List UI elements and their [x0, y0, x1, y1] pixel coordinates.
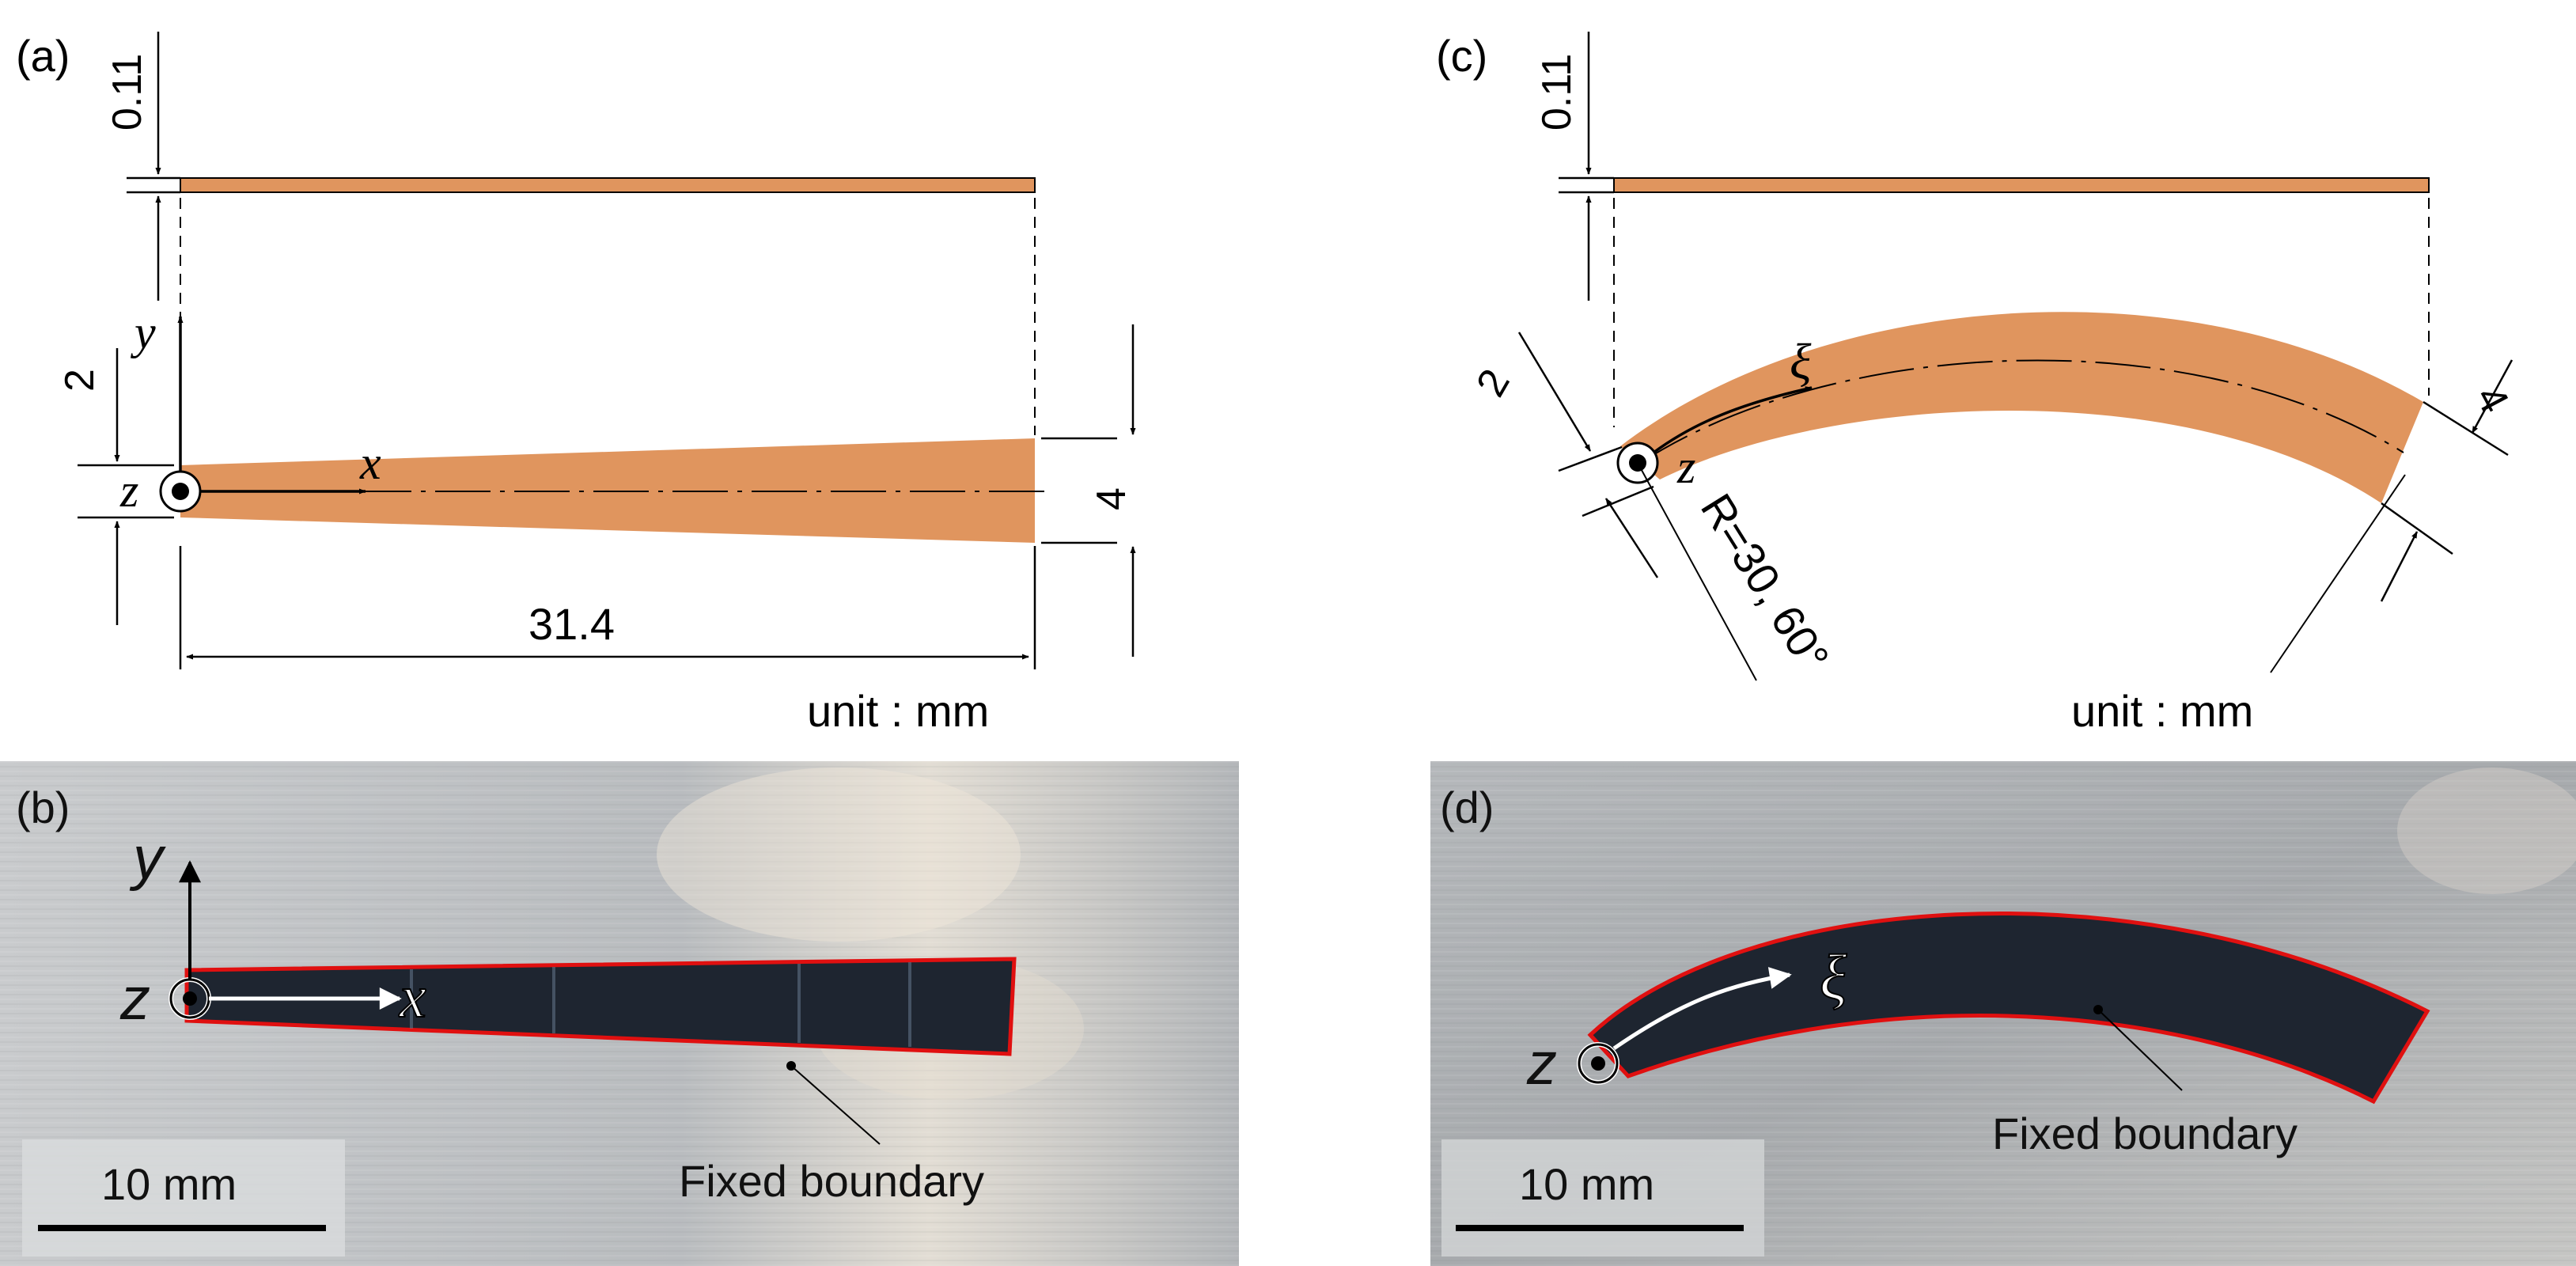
- scale-bar-d: [1456, 1225, 1744, 1231]
- panel-c: (c) 0.11 ξ z 2: [1436, 31, 2517, 736]
- root-width-value: 2: [57, 369, 103, 392]
- curved-beam-centerline: [1638, 359, 2404, 464]
- extension-lines-c: [1613, 198, 2430, 427]
- tip-width-value: 4: [1089, 487, 1135, 510]
- curved-beam: [1620, 312, 2423, 503]
- radius-leaders: [1637, 462, 2406, 681]
- length-dimension: [179, 546, 1036, 669]
- scale-box-b: [22, 1139, 345, 1257]
- z-axis-label-d: z: [1526, 1030, 1557, 1097]
- unit-label-c: unit : mm: [2071, 686, 2253, 736]
- xi-axis-label-d: ξ: [1820, 943, 1847, 1013]
- tip-width-value-c: 4: [2466, 378, 2517, 420]
- y-axis-label: y: [130, 306, 156, 358]
- z-axis-label: z: [119, 464, 138, 517]
- slot-d: [1587, 912, 2430, 1105]
- panel-d: (d) ξ z Fixed boundary 10 mm: [1430, 761, 2576, 1266]
- panel-b: (b) y x z Fixed boundary 10 mm: [0, 761, 1239, 1266]
- thickness-value-c: 0.11: [1534, 54, 1580, 131]
- xi-axis-label: ξ: [1790, 333, 1812, 389]
- panel-a: (a) 0.11 y x z: [16, 31, 1136, 736]
- extension-lines: [180, 198, 1036, 435]
- unit-label-a: unit : mm: [807, 686, 989, 736]
- root-width-value-c: 2: [1468, 362, 1519, 404]
- thickness-dimension: [127, 32, 180, 301]
- y-axis-label-b: y: [129, 824, 166, 892]
- slot-b-streaks: [410, 962, 911, 1047]
- boundary-label-d: Fixed boundary: [1992, 1109, 2298, 1158]
- x-axis-label: x: [359, 437, 381, 489]
- tip-width-dimension-c: [2380, 359, 2513, 602]
- panel-c-label: (c): [1436, 31, 1487, 81]
- boundary-label-b: Fixed boundary: [679, 1156, 984, 1206]
- thickness-dimension-c: [1559, 32, 1614, 301]
- scale-label-d: 10 mm: [1519, 1159, 1654, 1209]
- scale-bar-b: [38, 1225, 326, 1231]
- scale-box-d: [1441, 1139, 1764, 1257]
- xi-axis-arrow: [1652, 386, 1813, 454]
- x-axis-label-b: x: [399, 964, 426, 1030]
- radius-angle-label: R=30, 60°: [1691, 485, 1839, 680]
- beam-side-view: [180, 177, 1036, 193]
- origin-symbol-d: [1577, 1042, 1619, 1085]
- boundary-leader-b: [790, 1065, 881, 1145]
- panel-d-label: (d): [1440, 783, 1494, 832]
- beam-side-view-c: [1613, 177, 2430, 193]
- thickness-value: 0.11: [104, 54, 150, 131]
- root-width-dimension: [78, 348, 174, 625]
- panel-a-label: (a): [16, 31, 70, 81]
- tip-width-dimension: [1041, 324, 1136, 657]
- z-axis-label-c: z: [1676, 441, 1695, 493]
- boundary-leader-d: [2097, 1009, 2183, 1091]
- panel-b-label: (b): [16, 783, 70, 832]
- origin-symbol: [159, 470, 202, 513]
- xi-axis-arrow-d: [1612, 967, 1792, 1051]
- z-axis-label-b: z: [119, 965, 150, 1033]
- scale-label-b: 10 mm: [101, 1159, 237, 1209]
- root-width-dimension-c: [1517, 332, 1659, 578]
- length-value: 31.4: [528, 599, 615, 649]
